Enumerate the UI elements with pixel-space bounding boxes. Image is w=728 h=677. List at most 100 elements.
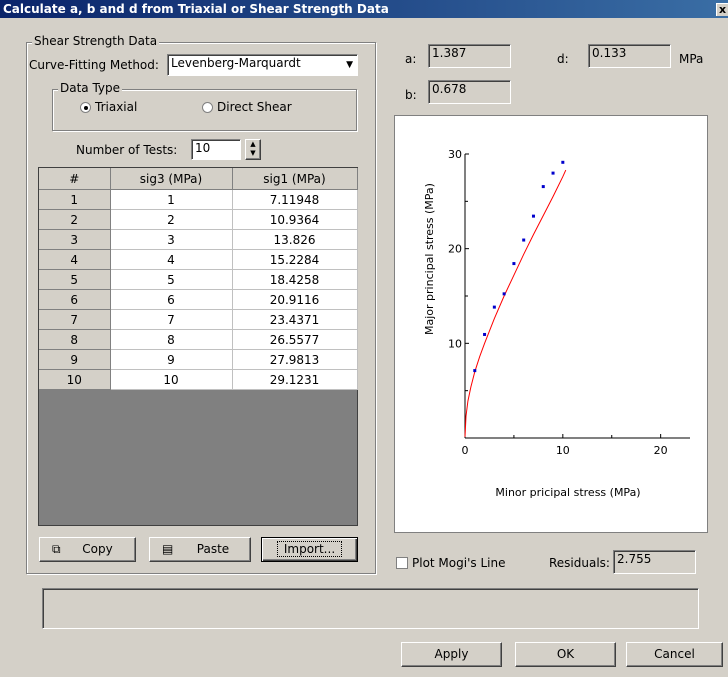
data-point bbox=[512, 262, 516, 266]
a-label: a: bbox=[405, 52, 417, 66]
apply-button[interactable]: Apply bbox=[401, 642, 502, 667]
d-label: d: bbox=[557, 52, 569, 66]
y-axis-label: Major principal stress (MPa) bbox=[423, 183, 436, 335]
row-index-cell: 3 bbox=[39, 229, 111, 250]
cancel-button[interactable]: Cancel bbox=[626, 642, 723, 667]
close-icon: x bbox=[718, 3, 727, 16]
data-point bbox=[561, 160, 565, 164]
table-row: 4 4 15.2284 bbox=[39, 249, 358, 270]
header-sig1: sig1 (MPa) bbox=[232, 168, 358, 190]
shear-strength-group-title: Shear Strength Data bbox=[32, 34, 160, 48]
b-value: 0.678 bbox=[432, 82, 467, 96]
close-button[interactable]: x bbox=[716, 3, 728, 16]
sig3-cell[interactable]: 6 bbox=[110, 289, 233, 310]
sig1-cell[interactable]: 18.4258 bbox=[232, 269, 358, 290]
table-header-row: # sig3 (MPa) sig1 (MPa) bbox=[39, 168, 358, 190]
sig3-cell[interactable]: 3 bbox=[110, 229, 233, 250]
x-tick-label: 20 bbox=[654, 444, 668, 457]
row-index-cell: 2 bbox=[39, 209, 111, 230]
shear-strength-group bbox=[26, 42, 376, 574]
d-value: 0.133 bbox=[592, 46, 627, 60]
residuals-field: 2.755 bbox=[613, 550, 696, 574]
spinner-down-icon[interactable]: ▼ bbox=[250, 149, 256, 157]
direct-shear-radio[interactable] bbox=[202, 102, 213, 113]
table-row: 1 1 7.11948 bbox=[39, 189, 358, 210]
header-sig3: sig3 (MPa) bbox=[110, 168, 233, 190]
b-label: b: bbox=[405, 88, 417, 102]
sig1-cell[interactable]: 27.9813 bbox=[232, 349, 358, 370]
number-of-tests-label: Number of Tests: bbox=[76, 143, 178, 157]
triaxial-label[interactable]: Triaxial bbox=[95, 100, 138, 114]
sig3-cell[interactable]: 5 bbox=[110, 269, 233, 290]
data-point bbox=[502, 292, 506, 296]
number-of-tests-input[interactable]: 10 bbox=[191, 139, 241, 160]
apply-label: Apply bbox=[434, 647, 469, 661]
sig1-cell[interactable]: 15.2284 bbox=[232, 249, 358, 270]
number-of-tests-value: 10 bbox=[195, 141, 211, 155]
chevron-down-icon[interactable]: ▼ bbox=[346, 60, 353, 70]
row-index-cell: 6 bbox=[39, 289, 111, 310]
curve-fitting-label: Curve-Fitting Method: bbox=[29, 58, 159, 72]
table-row: 10 10 29.1231 bbox=[39, 369, 358, 390]
x-axis-label: Minor pricipal stress (MPa) bbox=[495, 486, 640, 499]
sig1-cell[interactable]: 7.11948 bbox=[232, 189, 358, 210]
row-index-cell: 5 bbox=[39, 269, 111, 290]
sig3-cell[interactable]: 4 bbox=[110, 249, 233, 270]
plot-mogi-checkbox[interactable] bbox=[396, 557, 408, 569]
direct-shear-label[interactable]: Direct Shear bbox=[217, 100, 292, 114]
fit-line bbox=[464, 169, 567, 437]
a-value: 1.387 bbox=[432, 46, 467, 60]
row-index-cell: 7 bbox=[39, 309, 111, 330]
curve-fitting-select[interactable]: Levenberg-Marquardt ▼ bbox=[167, 54, 358, 76]
sig1-cell[interactable]: 20.9116 bbox=[232, 289, 358, 310]
sig1-cell[interactable]: 10.9364 bbox=[232, 209, 358, 230]
d-value-field: 0.133 bbox=[588, 44, 671, 68]
b-value-field: 0.678 bbox=[428, 80, 511, 104]
sig3-cell[interactable]: 7 bbox=[110, 309, 233, 330]
window-title: Calculate a, b and d from Triaxial or Sh… bbox=[3, 2, 389, 16]
spinner-arrows-icon[interactable]: ▲ ▼ bbox=[245, 139, 261, 160]
a-value-field: 1.387 bbox=[428, 44, 511, 68]
sig3-cell[interactable]: 1 bbox=[110, 189, 233, 210]
data-point bbox=[541, 185, 545, 189]
import-button[interactable]: Import... bbox=[261, 537, 358, 562]
copy-button[interactable]: ⧉ Copy bbox=[39, 537, 136, 562]
sig1-cell[interactable]: 26.5577 bbox=[232, 329, 358, 350]
ok-button[interactable]: OK bbox=[515, 642, 616, 667]
row-index-cell: 1 bbox=[39, 189, 111, 210]
curve-fitting-value: Levenberg-Marquardt bbox=[171, 56, 301, 70]
paste-button[interactable]: ▤ Paste bbox=[149, 537, 251, 562]
title-bar: Calculate a, b and d from Triaxial or Sh… bbox=[0, 0, 728, 18]
data-table: # sig3 (MPa) sig1 (MPa) 1 1 7.11948 2 2 10.93… bbox=[39, 168, 358, 390]
x-tick-label: 10 bbox=[556, 444, 570, 457]
table-row: 5 5 18.4258 bbox=[39, 269, 358, 290]
x-tick-label: 0 bbox=[462, 444, 469, 457]
sig3-cell[interactable]: 10 bbox=[110, 369, 233, 390]
chart-axes bbox=[464, 154, 690, 439]
spinner-up-icon[interactable]: ▲ bbox=[250, 140, 256, 148]
sig1-cell[interactable]: 13.826 bbox=[232, 229, 358, 250]
sig3-cell[interactable]: 8 bbox=[110, 329, 233, 350]
row-index-cell: 8 bbox=[39, 329, 111, 350]
data-point bbox=[522, 238, 526, 242]
sig1-cell[interactable]: 29.1231 bbox=[232, 369, 358, 390]
sig1-cell[interactable]: 23.4371 bbox=[232, 309, 358, 330]
copy-label: Copy bbox=[82, 542, 113, 556]
paste-icon: ▤ bbox=[162, 542, 174, 556]
import-label: Import... bbox=[276, 541, 343, 557]
data-point bbox=[551, 171, 555, 175]
data-point bbox=[492, 305, 496, 309]
table-row: 3 3 13.826 bbox=[39, 229, 358, 250]
sig3-cell[interactable]: 9 bbox=[110, 349, 233, 370]
strength-chart: 0 10 20 10 20 30 Minor pricipal stress (MPa) … bbox=[394, 115, 708, 533]
sig3-cell[interactable]: 2 bbox=[110, 209, 233, 230]
chart-ticks: 0 10 20 10 20 30 bbox=[448, 148, 668, 457]
triaxial-radio[interactable] bbox=[80, 102, 91, 113]
plot-mogi-label[interactable]: Plot Mogi's Line bbox=[412, 556, 506, 570]
data-point bbox=[483, 332, 487, 336]
header-index: # bbox=[39, 168, 111, 190]
data-point bbox=[531, 214, 535, 218]
data-type-group bbox=[52, 89, 357, 131]
data-points bbox=[473, 160, 565, 373]
